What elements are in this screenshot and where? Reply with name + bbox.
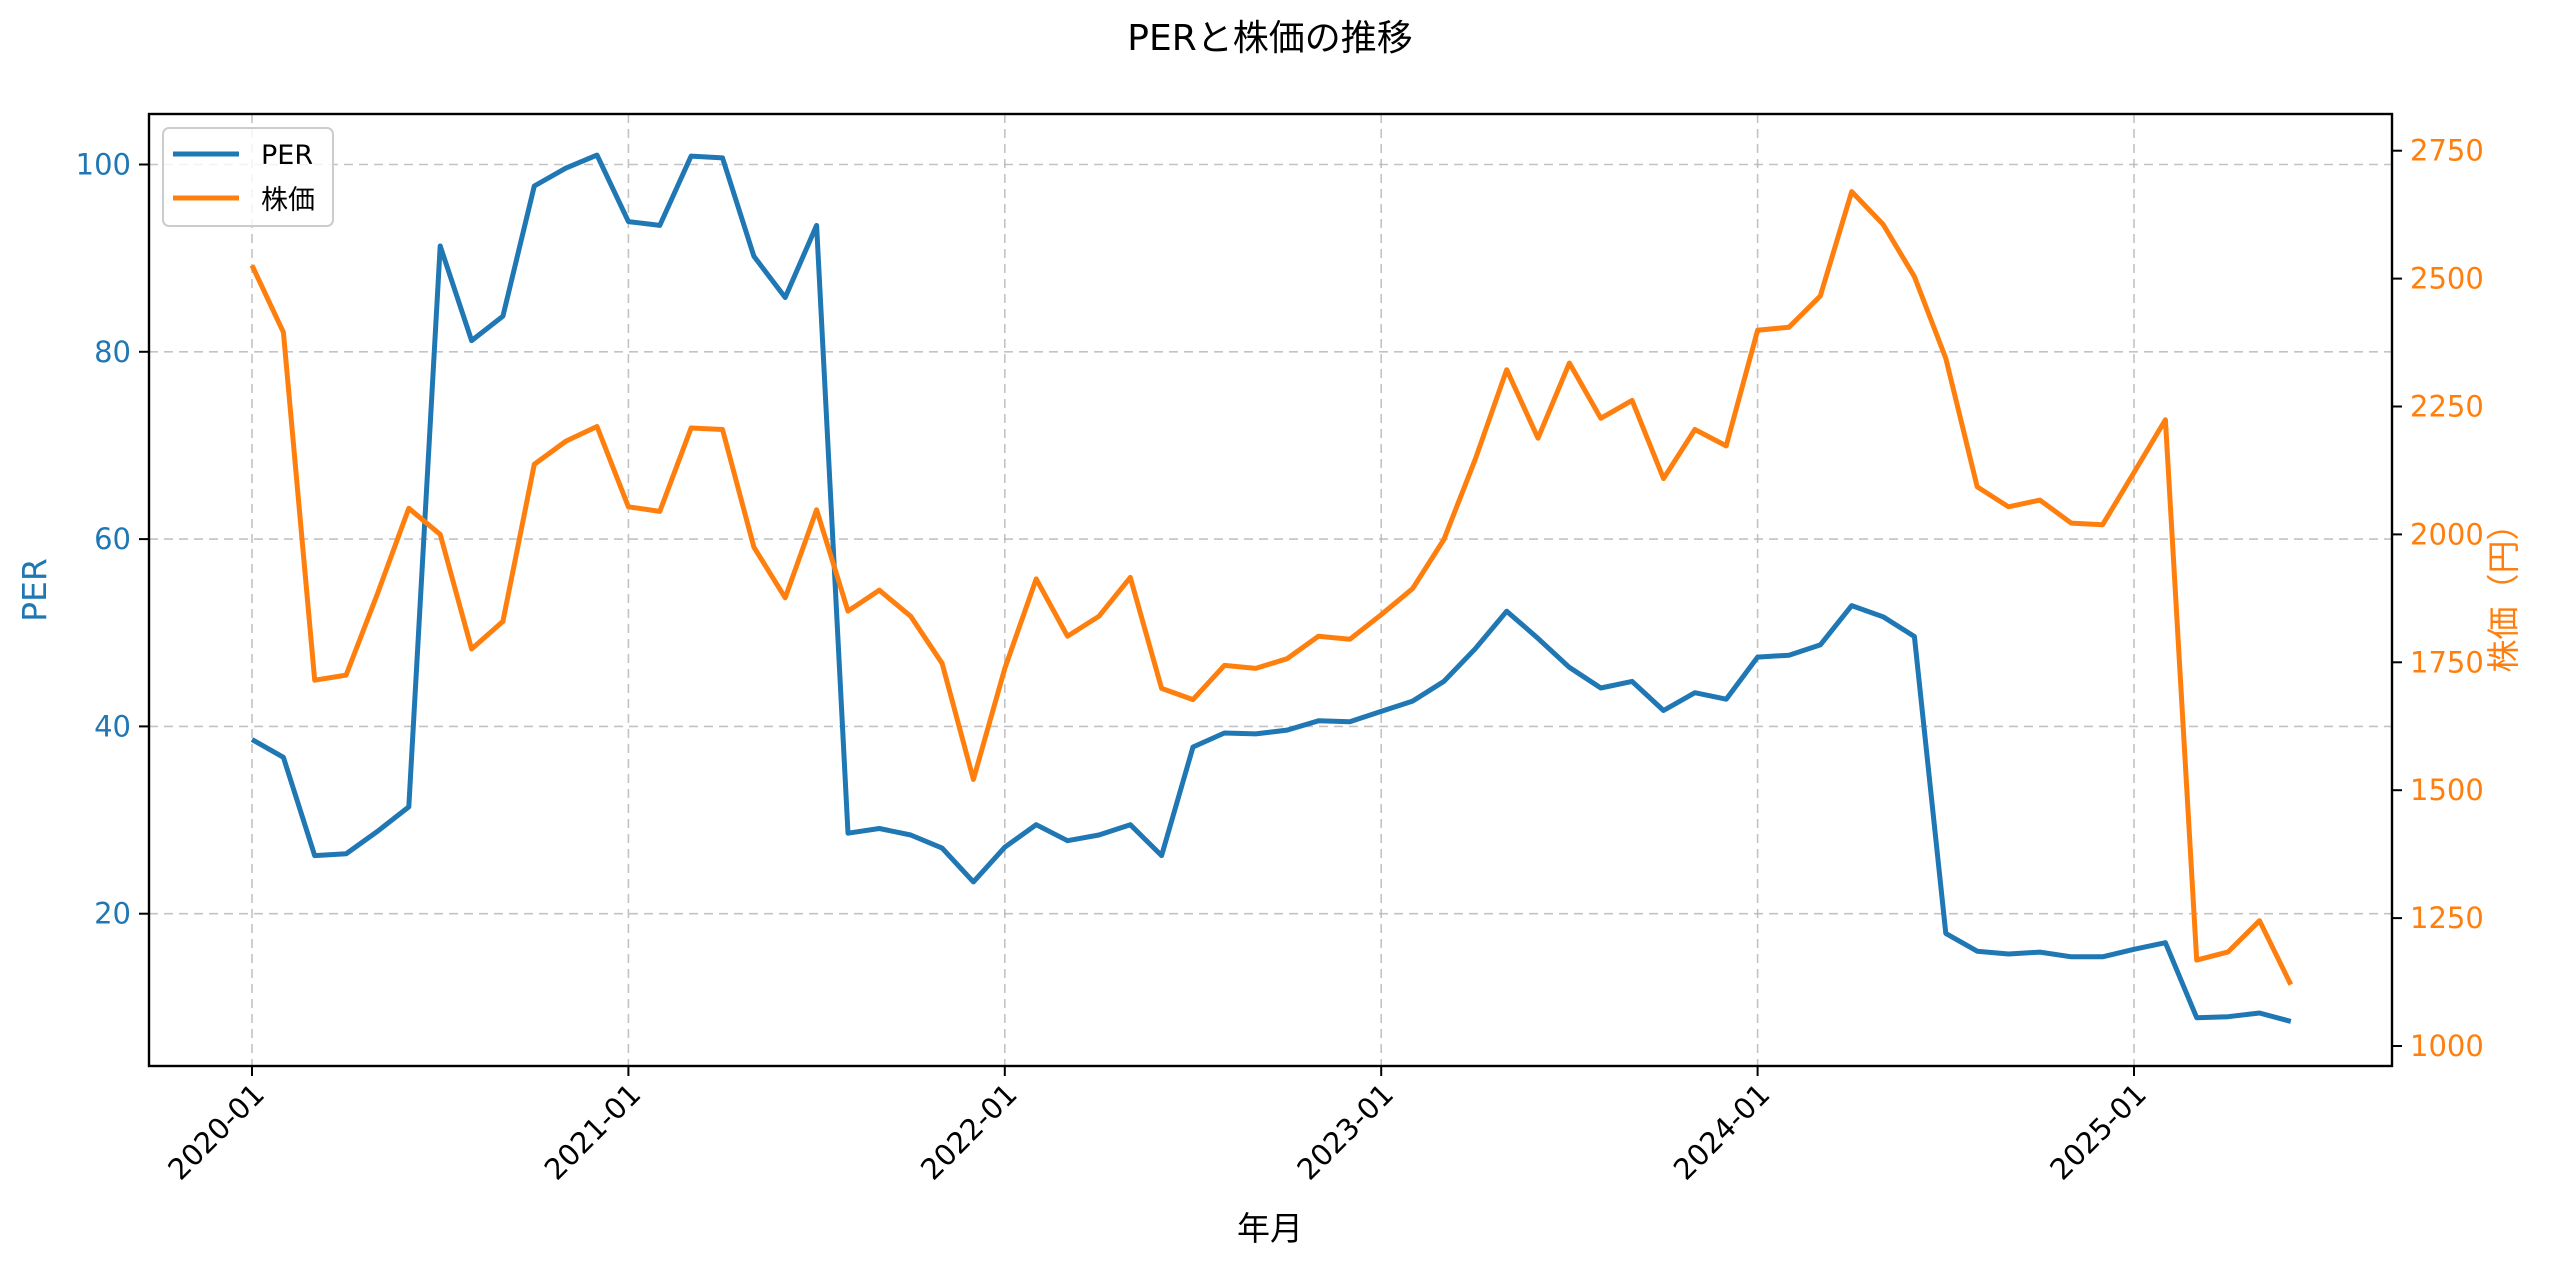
right-tick-label: 2000 xyxy=(2410,517,2484,551)
x-axis-label: 年月 xyxy=(1237,1209,1303,1248)
chart-title: PERと株価の推移 xyxy=(1127,18,1412,59)
right-tick-label: 1250 xyxy=(2410,901,2484,935)
gridlines xyxy=(149,114,2392,1066)
left-tick-label: 100 xyxy=(76,148,131,182)
left-tick-label: 20 xyxy=(94,897,131,931)
plot-frame xyxy=(147,112,2394,1068)
right-tick-label: 1000 xyxy=(2410,1029,2484,1063)
legend: PER 株価 xyxy=(162,127,334,227)
left-y-axis: 20 40 60 80 100 xyxy=(76,148,149,931)
stock-price-line xyxy=(249,189,2294,986)
right-tick-label: 2500 xyxy=(2410,262,2484,296)
right-tick-label: 1500 xyxy=(2410,773,2484,807)
right-y-axis: 1000 1250 1500 1750 2000 2250 2500 2750 xyxy=(2392,134,2484,1063)
right-tick-label: 1750 xyxy=(2410,645,2484,679)
right-tick-label: 2750 xyxy=(2410,134,2484,168)
left-tick-label: 40 xyxy=(94,709,131,743)
left-tick-label: 80 xyxy=(94,335,131,369)
legend-price-label: 株価 xyxy=(261,185,315,216)
left-axis-label: PER xyxy=(15,558,54,622)
per-line xyxy=(250,152,2292,1024)
right-axis-label: 株価（円） xyxy=(2484,508,2523,673)
left-tick-label: 60 xyxy=(94,522,131,556)
right-tick-label: 2250 xyxy=(2410,390,2484,424)
data-series xyxy=(249,152,2294,1024)
legend-per-label: PER xyxy=(261,140,313,171)
